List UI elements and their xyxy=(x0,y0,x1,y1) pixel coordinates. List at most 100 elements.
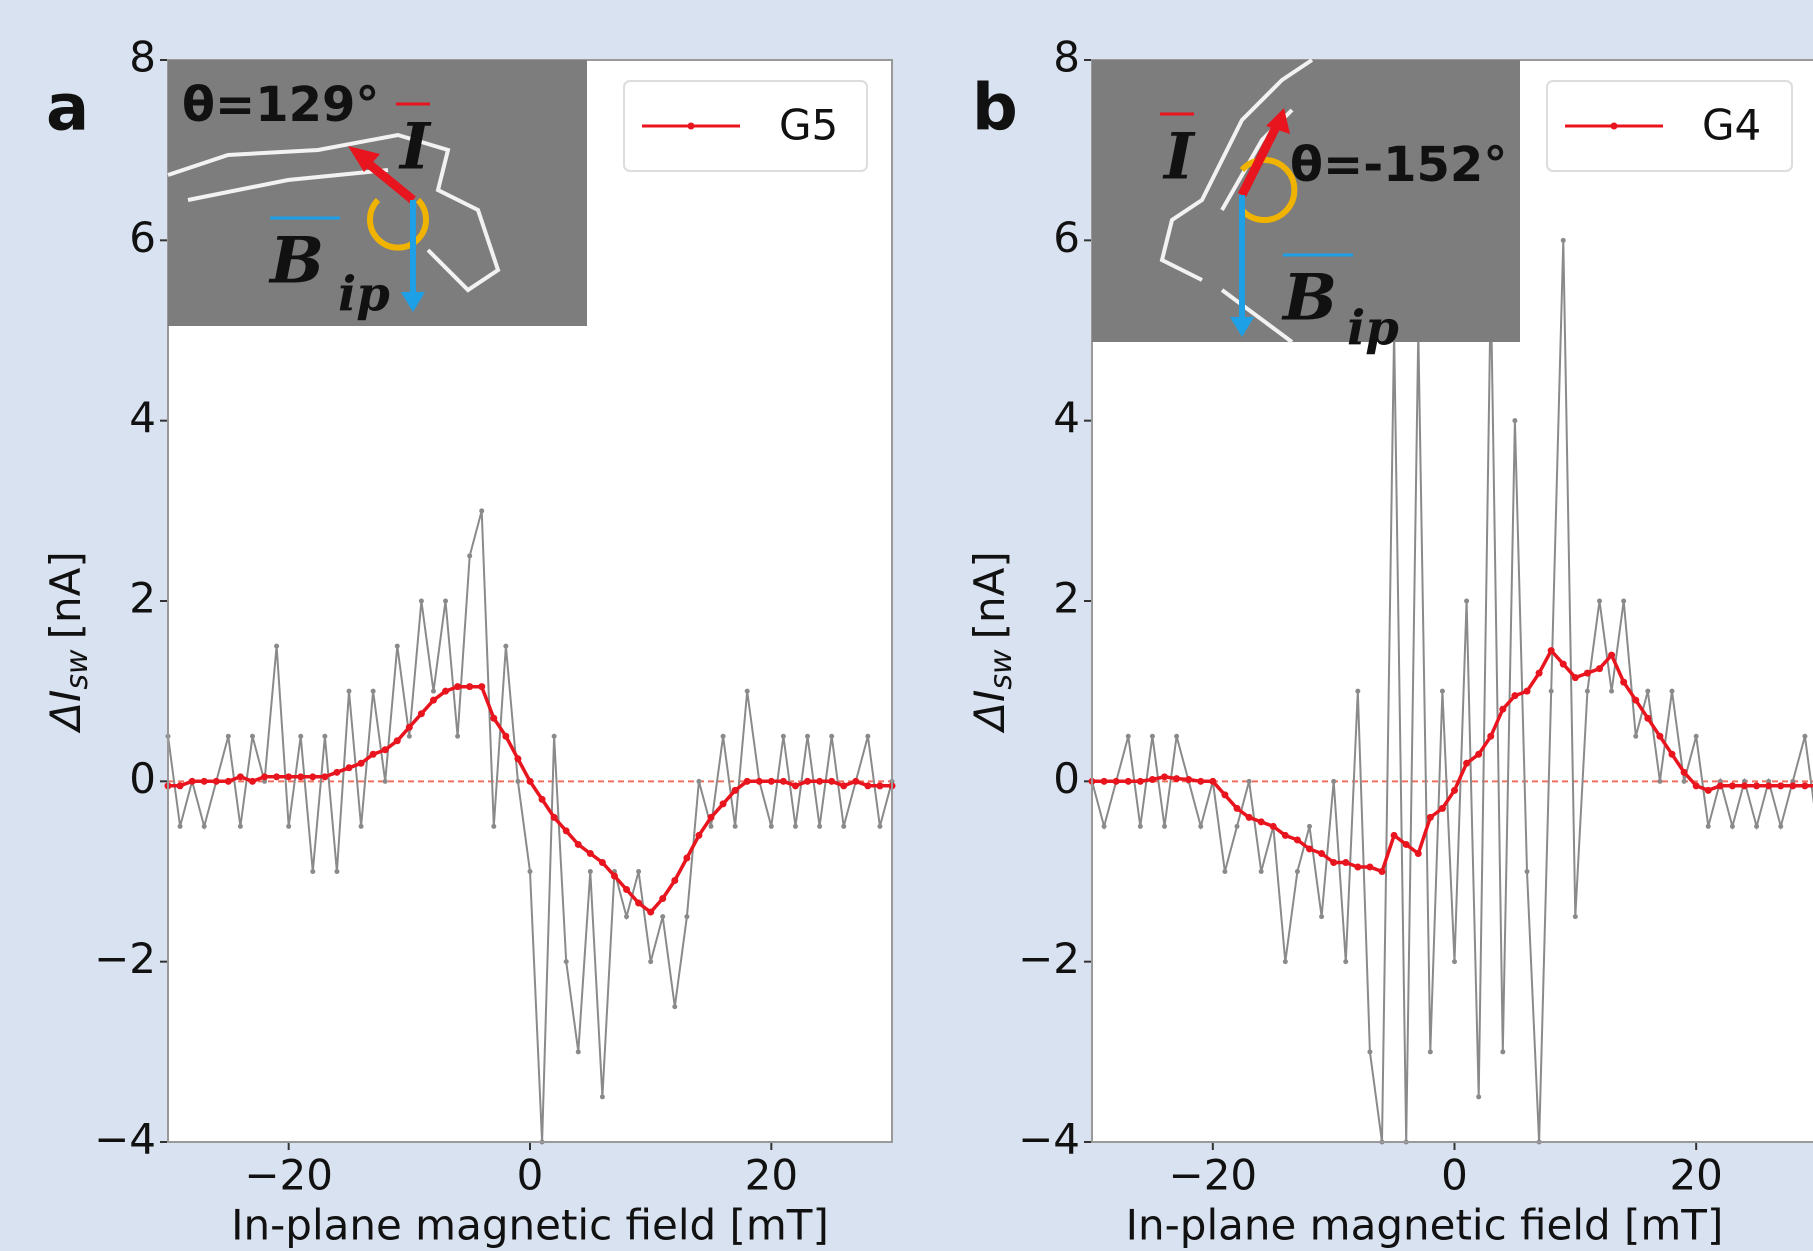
field-head xyxy=(1230,317,1254,337)
marker xyxy=(575,1049,581,1055)
marker xyxy=(864,782,872,790)
marker xyxy=(1233,804,1241,812)
marker xyxy=(1645,688,1651,694)
panel-label: b xyxy=(972,72,1018,146)
marker xyxy=(322,733,328,739)
marker xyxy=(237,823,243,829)
marker xyxy=(1584,688,1590,694)
y-tick-label: 4 xyxy=(129,393,156,442)
inset-image xyxy=(168,60,587,326)
marker xyxy=(1704,786,1712,794)
current-arrow xyxy=(1237,122,1282,198)
marker xyxy=(1692,782,1700,790)
marker xyxy=(1464,598,1470,604)
marker xyxy=(550,813,558,821)
marker xyxy=(1439,688,1445,694)
marker xyxy=(1608,651,1616,659)
marker xyxy=(188,777,196,785)
marker xyxy=(636,869,642,874)
marker xyxy=(406,733,412,739)
marker xyxy=(1716,782,1724,790)
legend-label: G5 xyxy=(779,101,838,150)
marker xyxy=(1632,696,1640,704)
marker xyxy=(1319,914,1325,920)
marker xyxy=(732,823,738,829)
marker xyxy=(454,683,462,691)
marker xyxy=(526,777,534,785)
marker xyxy=(1535,669,1543,677)
panel-label: a xyxy=(46,72,89,146)
marker xyxy=(1559,660,1567,668)
y-tick-label: 2 xyxy=(129,574,156,623)
marker xyxy=(877,823,883,829)
field-label: B xyxy=(1281,261,1337,336)
marker xyxy=(828,777,836,785)
marker xyxy=(1451,786,1458,794)
y-tick-label: 0 xyxy=(1053,754,1080,803)
marker xyxy=(1198,823,1204,829)
marker xyxy=(744,688,750,694)
marker xyxy=(1621,598,1627,604)
marker xyxy=(791,782,799,790)
marker xyxy=(829,733,835,739)
orange-arc xyxy=(367,197,429,251)
x-axis-label: In-plane magnetic field [mT] xyxy=(231,1201,829,1250)
marker xyxy=(393,737,401,745)
marker xyxy=(1222,869,1228,874)
legend-marker xyxy=(687,122,695,130)
marker xyxy=(707,813,715,821)
y-tick-label: 8 xyxy=(1053,33,1080,82)
marker xyxy=(1124,777,1132,785)
marker xyxy=(1378,868,1386,875)
marker xyxy=(876,782,884,790)
marker xyxy=(1524,869,1530,874)
y-tick-label: 6 xyxy=(1053,213,1080,262)
x-tick-label: 20 xyxy=(1669,1151,1722,1200)
field-head xyxy=(401,292,425,312)
marker xyxy=(1475,750,1483,758)
angle-label: θ=-152° xyxy=(1290,137,1507,193)
marker xyxy=(1511,692,1519,700)
marker xyxy=(249,733,255,739)
marker xyxy=(201,823,207,829)
x-tick-label: 20 xyxy=(745,1151,798,1200)
marker xyxy=(200,777,208,785)
marker xyxy=(720,733,726,739)
marker xyxy=(719,800,727,808)
marker xyxy=(1583,669,1591,677)
marker xyxy=(346,688,352,694)
marker xyxy=(261,773,269,781)
marker xyxy=(1185,776,1193,784)
marker xyxy=(1741,782,1748,790)
marker xyxy=(1487,732,1495,740)
marker xyxy=(1512,418,1518,424)
current-label: I xyxy=(398,110,432,185)
marker xyxy=(177,823,183,829)
marker xyxy=(1668,750,1676,758)
legend-box xyxy=(1546,80,1793,172)
marker xyxy=(779,777,787,785)
y-label-symbol: ΔI xyxy=(41,690,90,734)
marker xyxy=(514,755,522,763)
marker xyxy=(804,777,812,785)
marker xyxy=(502,732,510,740)
marker xyxy=(1571,674,1579,682)
marker xyxy=(1620,678,1628,686)
marker xyxy=(321,773,329,781)
current-label: I xyxy=(1162,120,1196,195)
marker xyxy=(1257,818,1265,826)
marker xyxy=(1438,804,1446,812)
marker xyxy=(1173,775,1181,783)
marker xyxy=(1366,863,1374,871)
marker xyxy=(647,908,655,916)
marker xyxy=(659,895,667,903)
marker xyxy=(286,823,292,829)
marker xyxy=(236,773,244,781)
inset-structure xyxy=(167,132,501,293)
marker xyxy=(1162,823,1167,829)
y-label-symbol: ΔI xyxy=(965,690,1014,734)
y-label-subscript: sw xyxy=(984,649,1019,690)
marker xyxy=(1221,791,1229,799)
